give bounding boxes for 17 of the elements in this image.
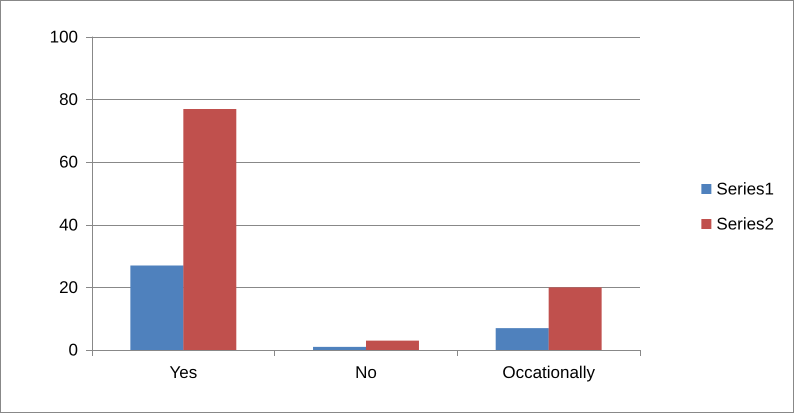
bar bbox=[496, 328, 549, 350]
y-tick-label: 80 bbox=[59, 90, 78, 110]
x-tick-label: No bbox=[355, 363, 377, 382]
y-tick-label: 100 bbox=[50, 28, 78, 46]
bar bbox=[366, 340, 419, 350]
bar bbox=[548, 287, 602, 350]
y-tick-label: 20 bbox=[59, 278, 78, 297]
legend-label: Series1 bbox=[716, 180, 774, 198]
y-tick-label: 0 bbox=[68, 340, 78, 360]
bar bbox=[313, 346, 366, 350]
x-tick-label: Yes bbox=[169, 363, 198, 382]
legend-label: Series2 bbox=[716, 214, 774, 234]
y-tick-label: 40 bbox=[59, 215, 78, 234]
bar bbox=[130, 265, 184, 350]
x-tick-label: Occationally bbox=[502, 363, 596, 382]
y-tick-label: 60 bbox=[59, 152, 78, 172]
bar bbox=[183, 108, 236, 350]
